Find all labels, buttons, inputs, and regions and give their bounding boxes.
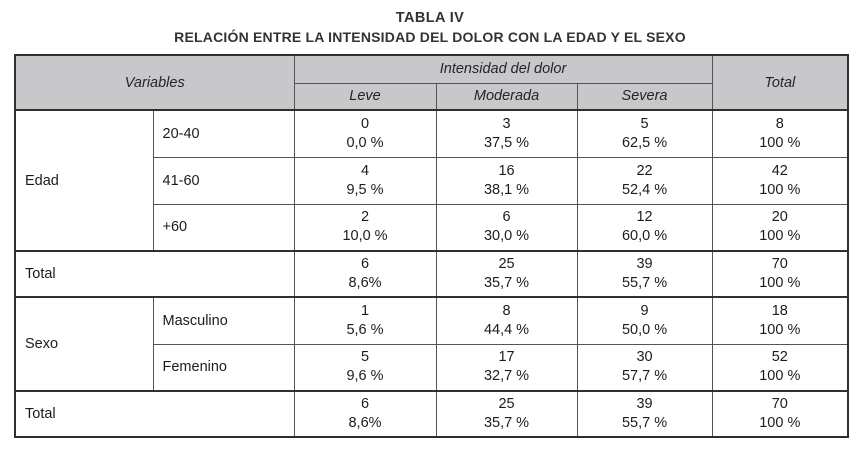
category-label: +60: [152, 203, 295, 252]
table-row-sexo-total: Total 6 8,6% 25 35,7 % 39 55,7 % 70 100 %: [14, 390, 849, 438]
data-cell: 8 100 %: [711, 109, 849, 158]
table-subtitle: RELACIÓN ENTRE LA INTENSIDAD DEL DOLOR C…: [174, 29, 686, 45]
data-cell: 39 55,7 %: [576, 250, 713, 298]
data-cell: 20 100 %: [711, 203, 849, 252]
data-cell: 30 57,7 %: [576, 343, 713, 392]
data-cell: 1 5,6 %: [293, 296, 437, 345]
data-cell: 39 55,7 %: [576, 390, 713, 438]
category-label: Masculino: [152, 296, 295, 345]
severa-column-header: Severa: [576, 82, 713, 111]
table-row-edad-total: Total 6 8,6% 25 35,7 % 39 55,7 % 70 100 %: [14, 250, 849, 298]
data-table: Variables Intensidad del dolor Total Lev…: [14, 54, 850, 438]
data-cell: 25 35,7 %: [435, 390, 578, 438]
variables-header: Variables: [14, 54, 295, 111]
table-header: Variables Intensidad del dolor Total Lev…: [14, 54, 849, 111]
data-cell: 52 100 %: [711, 343, 849, 392]
data-cell: 0 0,0 %: [293, 109, 437, 158]
data-cell: 70 100 %: [711, 250, 849, 298]
data-cell: 8 44,4 %: [435, 296, 578, 345]
data-cell: 18 100 %: [711, 296, 849, 345]
table-caption: TABLA IV RELACIÓN ENTRE LA INTENSIDAD DE…: [0, 0, 860, 47]
leve-column-header: Leve: [293, 82, 437, 111]
table-row-edad-20-40: Edad 20-40 0 0,0 % 3 37,5 % 5 62,5 % 8 100 %: [14, 109, 849, 252]
data-cell: 6 8,6%: [293, 250, 437, 298]
data-cell: 25 35,7 %: [435, 250, 578, 298]
table-row-sexo-masculino: Sexo Masculino 1 5,6 % 8 44,4 % 9 50,0 % 18…: [14, 296, 849, 392]
data-cell: 9 50,0 %: [576, 296, 713, 345]
group-label-edad: Edad: [14, 109, 154, 252]
data-cell: 2 10,0 %: [293, 203, 437, 252]
data-cell: 17 32,7 %: [435, 343, 578, 392]
table-row-edad-60plus: +60 2 10,0 % 6 30,0 % 12 60,0 % 20 100 %: [15, 203, 849, 252]
total-row-label: Total: [14, 390, 295, 438]
total-row-label: Total: [14, 250, 295, 298]
total-column-header: Total: [711, 54, 849, 111]
category-label: 20-40: [152, 109, 295, 158]
data-cell: 12 60,0 %: [576, 203, 713, 252]
data-cell: 6 8,6%: [293, 390, 437, 438]
category-label: 41-60: [152, 156, 295, 205]
data-cell: 5 62,5 %: [576, 109, 713, 158]
data-cell: 5 9,6 %: [293, 343, 437, 392]
data-cell: 6 30,0 %: [435, 203, 578, 252]
intensity-group-header: Intensidad del dolor: [293, 54, 713, 84]
category-label: Femenino: [152, 343, 295, 392]
data-cell: 4 9,5 %: [293, 156, 437, 205]
data-cell: 70 100 %: [711, 390, 849, 438]
group-label-sexo: Sexo: [14, 296, 154, 392]
moderada-column-header: Moderada: [435, 82, 578, 111]
data-cell: 22 52,4 %: [576, 156, 713, 205]
table-title: TABLA IV: [395, 10, 465, 26]
data-cell: 3 37,5 %: [435, 109, 578, 158]
data-cell: 42 100 %: [711, 156, 849, 205]
data-cell: 16 38,1 %: [435, 156, 578, 205]
table-row-edad-41-60: 41-60 4 9,5 % 16 38,1 % 22 52,4 % 42 100 %: [15, 156, 849, 205]
table-row-sexo-femenino: Femenino 5 9,6 % 17 32,7 % 30 57,7 % 52 100 …: [15, 343, 849, 392]
